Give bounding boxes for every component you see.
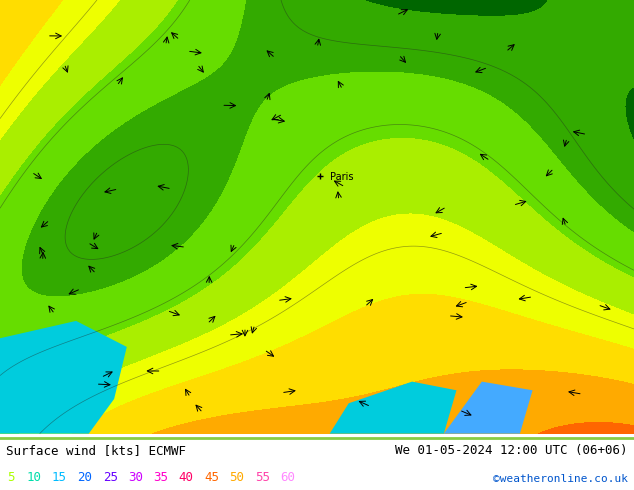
Text: 25: 25 — [103, 471, 118, 484]
Text: ©weatheronline.co.uk: ©weatheronline.co.uk — [493, 474, 628, 484]
Text: 15: 15 — [52, 471, 67, 484]
Polygon shape — [0, 321, 127, 434]
Text: Surface wind [kts] ECMWF: Surface wind [kts] ECMWF — [6, 444, 186, 457]
Text: 60: 60 — [280, 471, 295, 484]
Text: 55: 55 — [255, 471, 270, 484]
Text: 50: 50 — [230, 471, 245, 484]
Text: 5: 5 — [8, 471, 15, 484]
Text: 10: 10 — [27, 471, 42, 484]
Polygon shape — [330, 382, 456, 434]
Polygon shape — [444, 382, 533, 434]
Text: Paris: Paris — [330, 172, 353, 182]
Text: 45: 45 — [204, 471, 219, 484]
Text: 35: 35 — [153, 471, 169, 484]
Text: We 01-05-2024 12:00 UTC (06+06): We 01-05-2024 12:00 UTC (06+06) — [395, 444, 628, 457]
Text: 40: 40 — [179, 471, 194, 484]
Text: 20: 20 — [77, 471, 93, 484]
Text: 30: 30 — [128, 471, 143, 484]
